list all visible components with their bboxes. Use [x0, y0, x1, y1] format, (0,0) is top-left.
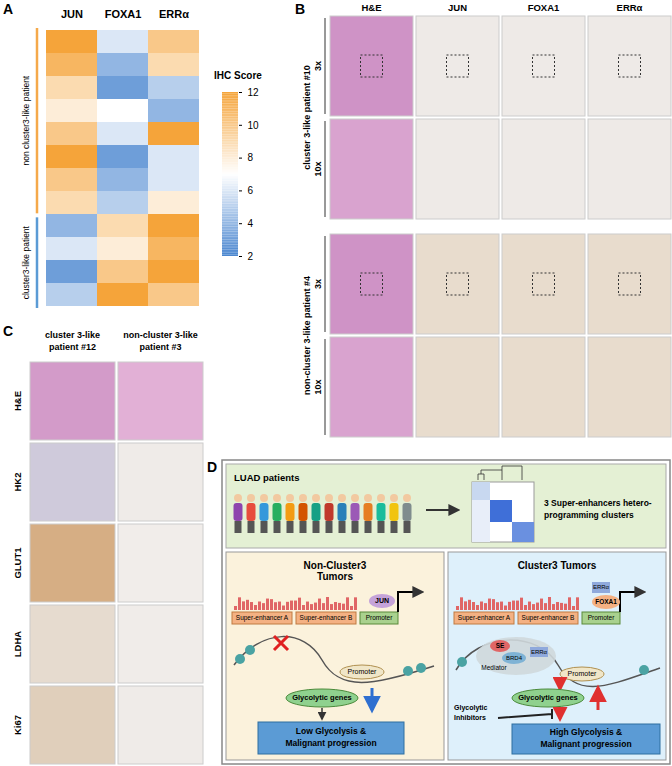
svg-text:Super-enhancer A: Super-enhancer A: [458, 614, 511, 622]
svg-text:LUAD patients: LUAD patients: [234, 472, 299, 483]
svg-text:Malignant progression: Malignant progression: [540, 739, 631, 749]
svg-text:ERRα: ERRα: [593, 584, 610, 590]
svg-text:HK2: HK2: [12, 472, 23, 491]
svg-text:JUN: JUN: [375, 597, 389, 604]
svg-text:H&E: H&E: [12, 391, 23, 411]
svg-text:Super-enhancer B: Super-enhancer B: [522, 614, 575, 622]
svg-text:Ki67: Ki67: [12, 715, 23, 735]
svg-text:D: D: [207, 459, 217, 475]
svg-text:Non-Cluster3: Non-Cluster3: [304, 560, 367, 571]
svg-text:Glycolytic: Glycolytic: [454, 704, 488, 712]
svg-text:non-cluster 3-like: non-cluster 3-like: [123, 330, 198, 340]
svg-text:8: 8: [248, 152, 254, 163]
svg-text:Glycolytic genes: Glycolytic genes: [292, 693, 352, 702]
svg-text:JUN: JUN: [448, 2, 467, 13]
svg-text:3x: 3x: [313, 279, 323, 289]
svg-text:Super-enhancer A: Super-enhancer A: [236, 614, 289, 622]
svg-text:LDHA: LDHA: [12, 631, 23, 658]
svg-text:ERRα: ERRα: [159, 8, 189, 20]
svg-text:JUN: JUN: [61, 8, 83, 20]
svg-text:FOXA1: FOXA1: [528, 2, 560, 13]
svg-text:SE: SE: [496, 642, 505, 649]
svg-text:Tumors: Tumors: [317, 571, 353, 582]
svg-text:Promoter: Promoter: [366, 614, 394, 621]
svg-text:A: A: [3, 1, 13, 17]
svg-text:B: B: [295, 1, 305, 17]
svg-text:ERRα: ERRα: [531, 649, 548, 655]
svg-text:Promoter: Promoter: [568, 670, 597, 677]
svg-text:FOXA1: FOXA1: [595, 598, 617, 605]
svg-text:Glycolytic genes: Glycolytic genes: [518, 693, 578, 702]
svg-text:10x: 10x: [313, 161, 323, 176]
svg-text:BRD4: BRD4: [506, 655, 523, 661]
svg-text:4: 4: [248, 218, 254, 229]
svg-text:6: 6: [248, 185, 254, 196]
svg-text:10x: 10x: [313, 379, 323, 394]
svg-text:10: 10: [248, 120, 260, 131]
svg-text:H&E: H&E: [361, 2, 381, 13]
svg-text:Super-enhancer B: Super-enhancer B: [300, 614, 353, 622]
svg-text:3 Super-enhancers hetero-: 3 Super-enhancers hetero-: [544, 498, 652, 508]
svg-text:Cluster3 Tumors: Cluster3 Tumors: [518, 560, 597, 571]
svg-text:IHC Score: IHC Score: [214, 70, 262, 81]
svg-text:3x: 3x: [313, 61, 323, 71]
svg-text:GLUT1: GLUT1: [12, 547, 23, 579]
svg-text:cluster 3-like: cluster 3-like: [45, 330, 100, 340]
svg-text:Inhibitors: Inhibitors: [454, 714, 486, 721]
svg-text:12: 12: [248, 87, 260, 98]
svg-text:Promoter: Promoter: [588, 614, 616, 621]
svg-text:Low Glycolysis &: Low Glycolysis &: [296, 726, 366, 736]
svg-text:Malignant progression: Malignant progression: [285, 738, 376, 748]
svg-text:Mediator: Mediator: [481, 664, 507, 671]
svg-text:FOXA1: FOXA1: [105, 8, 142, 20]
svg-text:cluster 3-like patient #10: cluster 3-like patient #10: [302, 65, 312, 170]
svg-text:cluster3-like patient: cluster3-like patient: [21, 225, 31, 299]
svg-text:Promoter: Promoter: [348, 668, 377, 675]
svg-text:High Glycolysis &: High Glycolysis &: [550, 727, 622, 737]
svg-text:patient #3: patient #3: [139, 342, 181, 352]
svg-text:non cluster3-like patient: non cluster3-like patient: [21, 75, 31, 165]
svg-text:2: 2: [248, 251, 254, 262]
svg-text:programming clusters: programming clusters: [544, 510, 634, 520]
svg-text:ERRα: ERRα: [617, 2, 643, 13]
svg-text:patient #12: patient #12: [49, 342, 96, 352]
svg-text:non-cluster 3-like patient #4: non-cluster 3-like patient #4: [302, 276, 312, 395]
svg-text:C: C: [3, 323, 13, 339]
